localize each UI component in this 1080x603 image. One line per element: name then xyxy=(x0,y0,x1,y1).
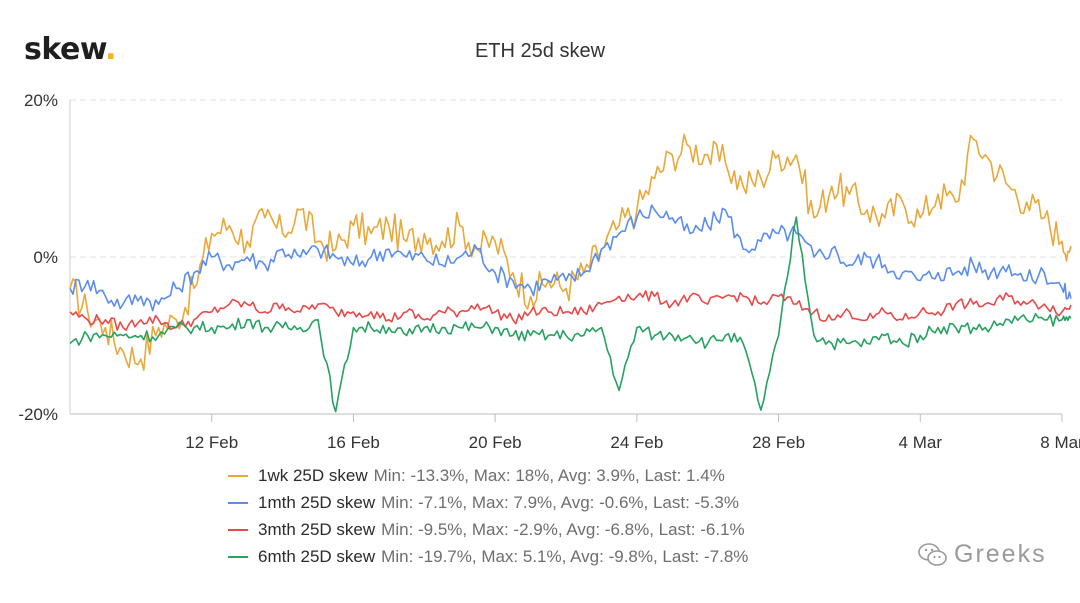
watermark-text: Greeks xyxy=(954,540,1047,568)
x-tick-label: 28 Feb xyxy=(752,433,805,452)
legend: 1wk 25D skew Min: -13.3%, Max: 18%, Avg: … xyxy=(228,462,748,570)
legend-item[interactable]: 3mth 25D skew Min: -9.5%, Max: -2.9%, Avg… xyxy=(228,516,748,543)
x-tick-label: 16 Feb xyxy=(327,433,380,452)
grid-lines xyxy=(70,99,1062,258)
legend-series-stats: Min: -13.3%, Max: 18%, Avg: 3.9%, Last: … xyxy=(373,466,725,485)
legend-swatch xyxy=(228,528,248,531)
wechat-icon xyxy=(918,542,947,566)
y-tick-label: 20% xyxy=(24,91,58,110)
watermark: Greeks xyxy=(918,540,1047,569)
legend-series-stats: Min: -9.5%, Max: -2.9%, Avg: -6.8%, Last… xyxy=(381,520,745,539)
x-tick-label: 24 Feb xyxy=(610,433,663,452)
brand-name: skew xyxy=(24,32,106,67)
series-line-3 xyxy=(69,290,1072,331)
x-tick-label: 4 Mar xyxy=(899,433,943,452)
legend-swatch xyxy=(228,555,248,558)
legend-series-stats: Min: -19.7%, Max: 5.1%, Avg: -9.8%, Last… xyxy=(381,547,749,566)
legend-series-stats: Min: -7.1%, Max: 7.9%, Avg: -0.6%, Last:… xyxy=(381,493,739,512)
series-lines xyxy=(69,133,1072,413)
brand-logo: skew. xyxy=(24,32,117,67)
legend-series-name: 6mth 25D skew xyxy=(258,547,376,566)
legend-series-name: 1mth 25D skew xyxy=(258,493,376,512)
axes: 20% 0% -20% 12 Feb 16 Feb 20 Feb 24 Feb 28 Feb 4… xyxy=(18,91,1080,452)
legend-swatch xyxy=(228,501,248,504)
series-line-2 xyxy=(69,204,1072,312)
legend-item[interactable]: 1mth 25D skew Min: -7.1%, Max: 7.9%, Avg:… xyxy=(228,489,748,516)
series-line-4 xyxy=(69,216,1072,413)
chart-plot: 20% 0% -20% 12 Feb 16 Feb 20 Feb 24 Feb 28 Feb 4… xyxy=(18,91,1080,452)
legend-series-name: 1wk 25D skew xyxy=(258,466,368,485)
y-tick-label: -20% xyxy=(18,405,58,424)
series-line-1 xyxy=(69,133,1072,371)
brand-dot: . xyxy=(105,32,117,67)
y-tick-label: 0% xyxy=(33,248,58,267)
legend-item[interactable]: 6mth 25D skew Min: -19.7%, Max: 5.1%, Avg… xyxy=(228,543,748,570)
legend-series-name: 3mth 25D skew xyxy=(258,520,376,539)
legend-item[interactable]: 1wk 25D skew Min: -13.3%, Max: 18%, Avg: … xyxy=(228,462,748,489)
x-tick-label: 8 Mar xyxy=(1040,433,1080,452)
legend-swatch xyxy=(228,474,248,477)
chart-title: ETH 25d skew xyxy=(474,40,606,62)
x-tick-label: 12 Feb xyxy=(185,433,238,452)
x-tick-label: 20 Feb xyxy=(469,433,522,452)
